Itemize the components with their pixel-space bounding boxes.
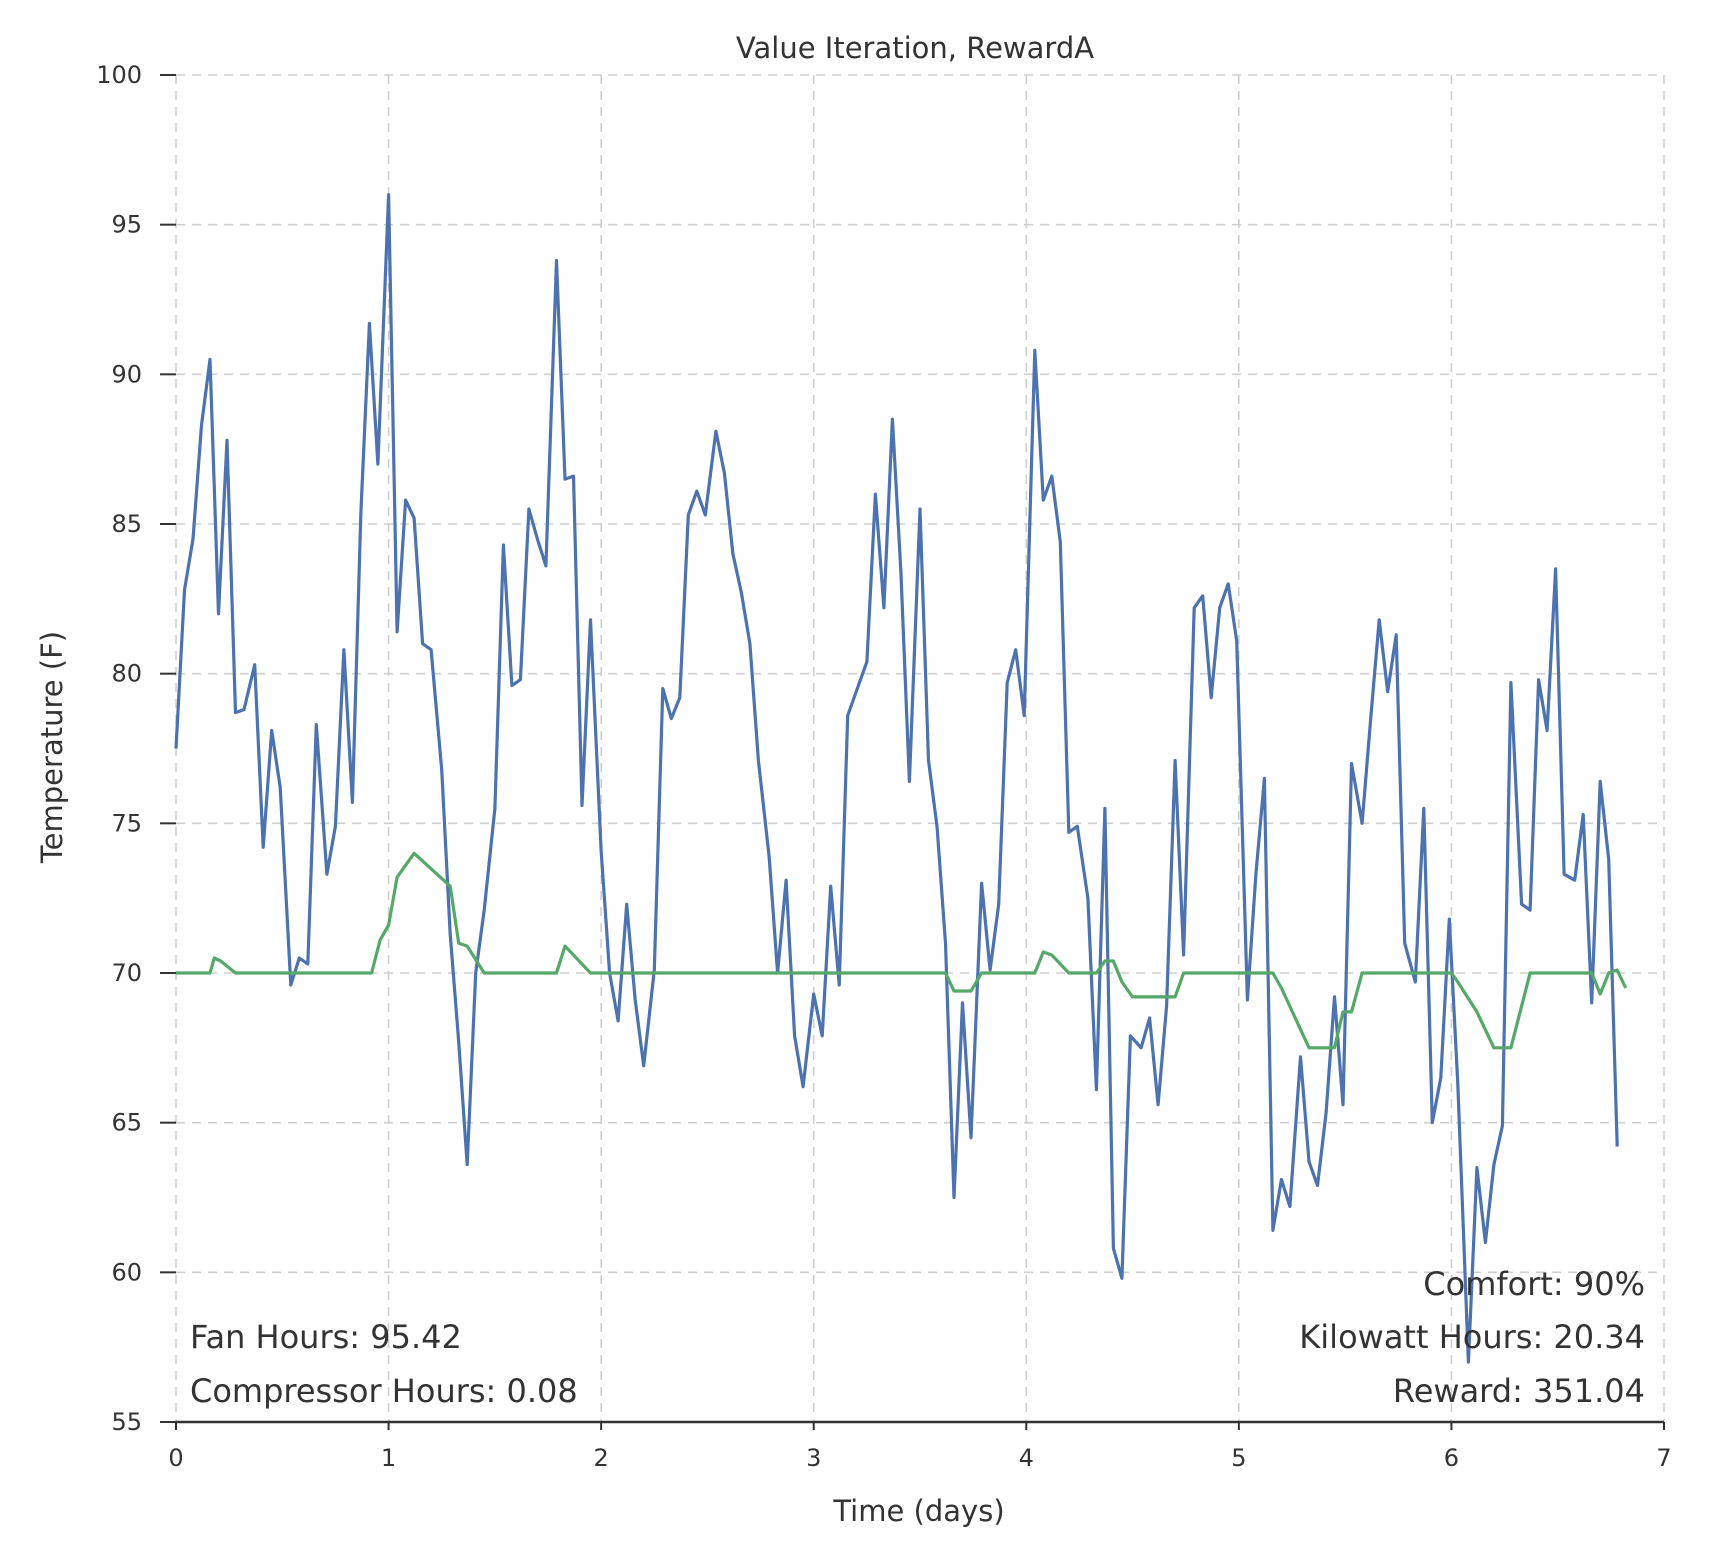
y-tick-label: 65 xyxy=(111,1109,142,1137)
y-tick-label: 80 xyxy=(111,660,142,688)
kilowatt-hours-annotation: Kilowatt Hours: 20.34 xyxy=(1299,1318,1645,1356)
y-tick-label: 100 xyxy=(96,61,142,89)
y-tick-label: 60 xyxy=(111,1258,142,1286)
comfort-annotation: Comfort: 90% xyxy=(1423,1265,1645,1303)
compressor-hours-annotation: Compressor Hours: 0.08 xyxy=(190,1372,578,1410)
tick-labels: 0 1 2 3 4 5 6 7 55 60 65 70 75 80 85 90 95 100 xyxy=(96,61,1671,1472)
x-tick-label: 0 xyxy=(168,1444,183,1472)
x-tick-label: 2 xyxy=(594,1444,609,1472)
y-tick-label: 75 xyxy=(111,809,142,837)
reward-annotation: Reward: 351.04 xyxy=(1393,1372,1645,1410)
x-tick-label: 3 xyxy=(806,1444,821,1472)
y-tick-label: 90 xyxy=(111,360,142,388)
x-tick-label: 1 xyxy=(381,1444,396,1472)
x-tick-label: 7 xyxy=(1656,1444,1671,1472)
series-lines xyxy=(174,193,1628,1364)
y-tick-label: 85 xyxy=(111,510,142,538)
x-tick-label: 5 xyxy=(1231,1444,1246,1472)
axes xyxy=(160,74,1665,1430)
y-axis-label: Temperature (F) xyxy=(35,631,69,864)
y-tick-label: 70 xyxy=(111,959,142,987)
grid-lines xyxy=(175,74,1665,1422)
x-axis-label: Time (days) xyxy=(832,1494,1004,1528)
x-tick-label: 6 xyxy=(1444,1444,1459,1472)
fan-hours-annotation: Fan Hours: 95.42 xyxy=(190,1318,462,1356)
chart-title: Value Iteration, RewardA xyxy=(736,31,1094,65)
y-tick-label: 95 xyxy=(111,211,142,239)
series-line-1 xyxy=(174,193,1619,1364)
x-tick-label: 4 xyxy=(1019,1444,1034,1472)
y-tick-label: 55 xyxy=(111,1408,142,1436)
series-line-2 xyxy=(176,851,1628,1050)
